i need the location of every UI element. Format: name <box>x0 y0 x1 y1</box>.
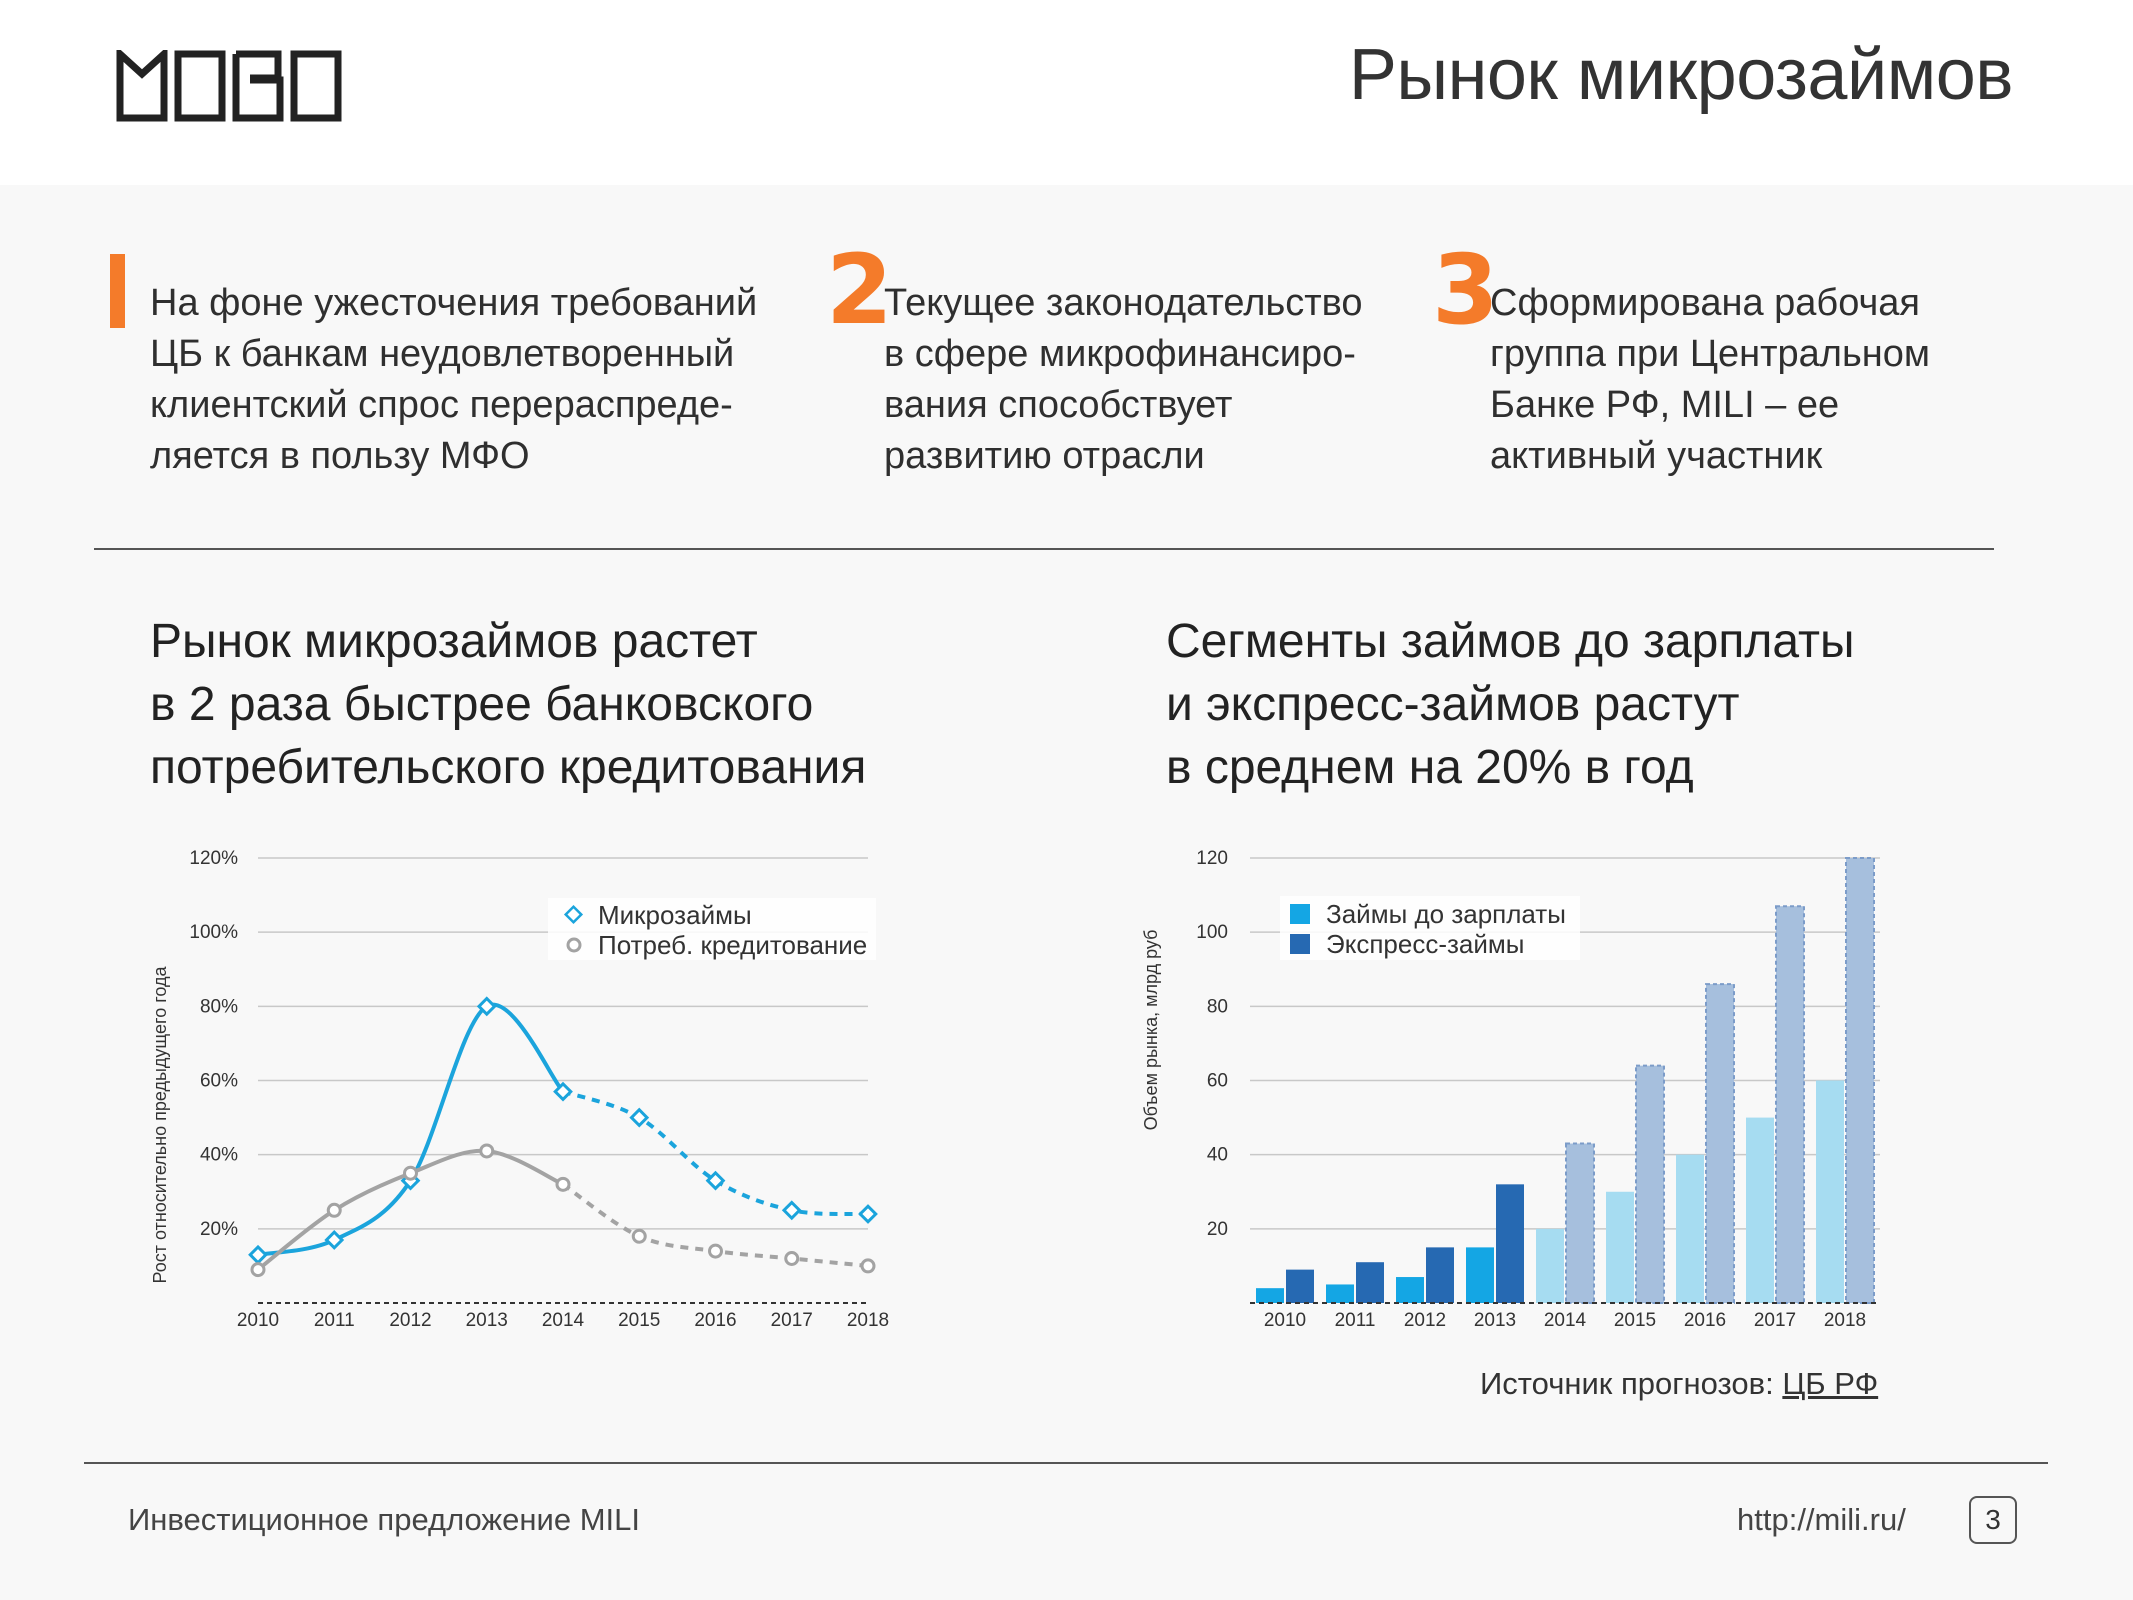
line-chart-xtick: 2014 <box>542 1310 585 1331</box>
line-chart-ytick: 20% <box>200 1219 238 1240</box>
point-text-1: На фоне ужесточения требований ЦБ к банк… <box>150 282 758 477</box>
mobo-logo[interactable] <box>116 46 342 127</box>
series-point-2 <box>250 1262 266 1278</box>
series-point-2 <box>784 1251 800 1266</box>
legend-diamond-icon <box>563 904 584 925</box>
line-chart-xtick: 2017 <box>771 1310 813 1331</box>
series-point-1 <box>705 1170 726 1191</box>
series-point-1 <box>629 1107 650 1128</box>
line-chart-ylabel: Рост относительно предыдущего года <box>150 965 170 1283</box>
line-chart-ytick: 40% <box>200 1145 238 1166</box>
legend-label-2: Потреб. кредитование <box>598 930 867 960</box>
source-link[interactable]: ЦБ РФ <box>1782 1366 1879 1401</box>
series-point-1 <box>324 1230 345 1250</box>
footer-url-link[interactable]: http://mili.ru/ <box>1737 1502 1906 1537</box>
series-point-2 <box>555 1176 571 1192</box>
legend-circle-icon <box>566 937 582 953</box>
point-number-1 <box>110 254 125 328</box>
source-prefix: Источник прогнозов: <box>1480 1366 1774 1401</box>
line-chart-xtick: 2013 <box>466 1310 508 1331</box>
line-chart-ytick: 80% <box>200 996 238 1017</box>
bar-chart-title: Сегменты займов до зарплаты и экспресс-з… <box>1166 615 1855 794</box>
line-chart-xtick: 2018 <box>847 1310 889 1331</box>
divider-top <box>94 548 1994 550</box>
point-text-3: Сформирована рабочая группа при Централь… <box>1490 282 1931 477</box>
line-chart-xtick: 2010 <box>237 1310 279 1331</box>
legend-label-1: Микрозаймы <box>598 900 752 930</box>
footer-title: Инвестиционное предложение MILI <box>128 1502 640 1537</box>
line-chart-xtick: 2011 <box>314 1310 355 1331</box>
forecast-source: Источник прогнозов: ЦБ РФ <box>1480 1366 1878 1402</box>
series-line-1 <box>257 1002 565 1257</box>
line-chart-title: Рынок микрозаймов растет в 2 раза быстре… <box>150 615 867 794</box>
line-chart-xtick: 2012 <box>389 1310 431 1331</box>
series-point-1 <box>476 996 497 1017</box>
divider-bottom <box>84 1462 2048 1464</box>
series-point-1 <box>781 1200 802 1221</box>
series-point-1 <box>858 1204 878 1224</box>
line-chart-ytick: 100% <box>189 922 238 943</box>
series-point-2 <box>326 1202 342 1218</box>
point-3: 3 Сформирована рабочая группа при Центра… <box>1432 242 1992 488</box>
header: Рынок микрозаймов <box>0 0 2133 185</box>
point-number-2: 2 <box>826 234 893 346</box>
line-chart-ytick: 120% <box>189 848 238 869</box>
series-point-1 <box>248 1244 268 1265</box>
page-number: 3 <box>1969 1496 2017 1544</box>
series-forecast-line-1 <box>562 1089 869 1217</box>
point-2: 2 Текущее законодательство в сфере микро… <box>826 242 1386 488</box>
series-point-2 <box>708 1243 723 1259</box>
page-title: Рынок микрозаймов <box>1348 35 2014 115</box>
series-point-2 <box>479 1143 495 1159</box>
line-chart-ytick: 60% <box>200 1071 238 1092</box>
line-chart-xtick: 2016 <box>694 1310 736 1331</box>
point-number-3: 3 <box>1432 234 1499 346</box>
point-1: На фоне ужесточения требований ЦБ к банк… <box>110 248 770 488</box>
series-point-1 <box>553 1081 573 1102</box>
series-point-2 <box>631 1228 647 1244</box>
point-text-2: Текущее законодательство в сфере микрофи… <box>884 282 1363 477</box>
line-chart-xtick: 2015 <box>618 1310 660 1331</box>
series-point-2 <box>403 1165 418 1181</box>
line-chart-legend-box <box>548 898 876 960</box>
series-point-2 <box>860 1258 876 1274</box>
